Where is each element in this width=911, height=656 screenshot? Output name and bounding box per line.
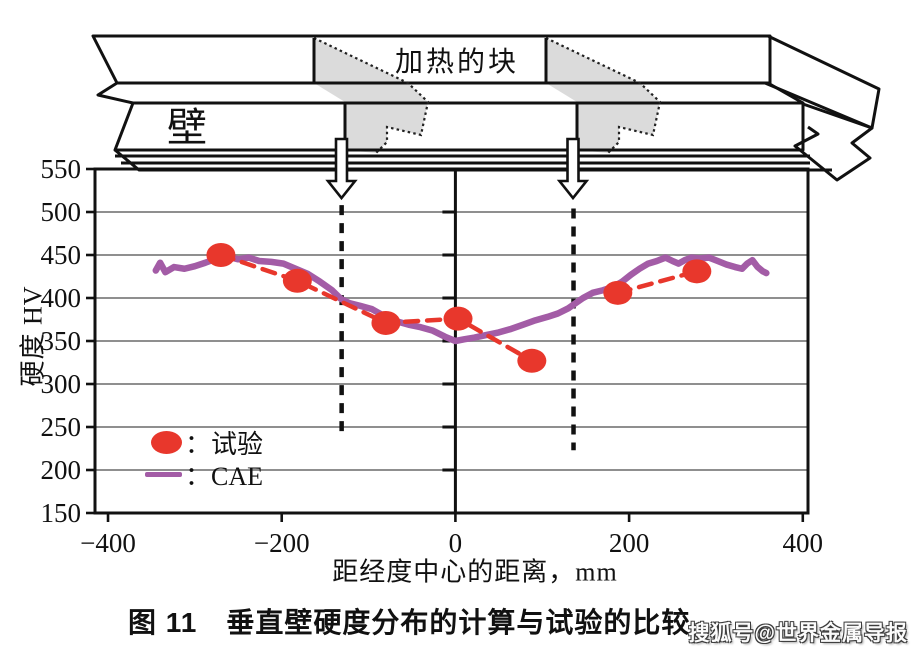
y-tick-label: 300 — [41, 369, 82, 399]
figure-caption: 图 11 垂直壁硬度分布的计算与试验的比较 — [128, 607, 691, 638]
experiment-point — [371, 310, 401, 335]
experiment-point — [517, 348, 547, 373]
x-tick-label: 400 — [783, 528, 824, 558]
y-tick-label: 350 — [41, 326, 82, 356]
x-axis-title: 距经度中心的距离，mm — [332, 557, 618, 587]
y-tick-label: 400 — [41, 283, 82, 313]
arrow-down-icon-left — [325, 137, 358, 201]
x-tick-label: −200 — [254, 528, 310, 558]
legend-dot-swatch — [151, 430, 182, 454]
experiment-point — [682, 259, 712, 284]
legend-item-cae: ：CAE — [143, 458, 264, 491]
arrow-down-icons — [325, 137, 590, 201]
heated-block-band-right — [546, 38, 660, 153]
legend-label-cae: ：CAE — [185, 461, 264, 491]
x-tick-label: −400 — [80, 528, 136, 558]
beam-outlines — [91, 34, 881, 182]
heated-block-bands — [314, 38, 660, 153]
y-tick-label: 200 — [41, 455, 82, 485]
legend: ：试验 ：CAE — [143, 426, 264, 491]
y-tick-label: 500 — [41, 197, 82, 227]
cae-line — [152, 253, 770, 345]
y-tick-label: 250 — [41, 412, 82, 442]
experiment-point — [206, 243, 236, 267]
experiment-point — [282, 268, 312, 293]
x-tick-label: 200 — [609, 528, 650, 558]
y-tick-label: 550 — [41, 154, 82, 184]
heated-block-band-left — [314, 38, 428, 153]
wall-label: 壁 — [167, 105, 207, 150]
heated-block-dotted-edges — [313, 37, 662, 154]
heated-block-label: 加热的块 — [395, 46, 519, 78]
x-tick-label: 0 — [449, 528, 463, 558]
experiment-point — [603, 280, 633, 305]
arrow-down-icon-right — [556, 137, 590, 201]
y-tick-label: 450 — [41, 240, 82, 270]
watermark: 搜狐号@世界金属导报 — [688, 622, 908, 645]
legend-line-swatch — [145, 471, 182, 477]
legend-item-experiment: ：试验 — [143, 426, 264, 459]
y-axis-title: 硬度 HV — [18, 285, 48, 387]
legend-label-experiment: ：试验 — [185, 429, 264, 459]
experiment-point — [443, 306, 473, 331]
y-tick-label: 150 — [41, 498, 82, 528]
